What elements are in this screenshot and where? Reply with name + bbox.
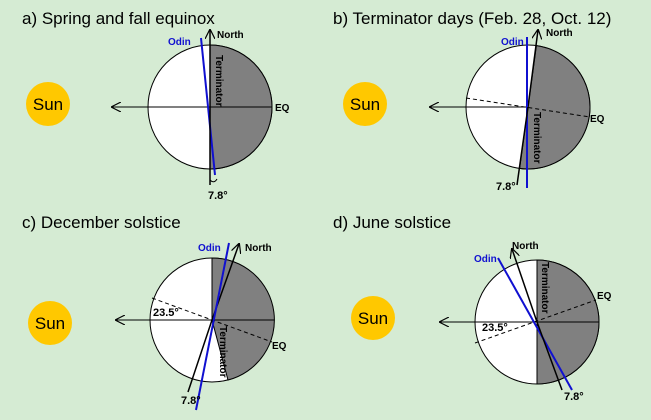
odin-label: Odin — [474, 254, 497, 265]
panel-a: a) Spring and fall equinox Sun EQ North … — [22, 9, 290, 202]
north-label: North — [217, 30, 244, 41]
tilt-label: 7.8° — [181, 395, 201, 407]
eq-label: EQ — [597, 291, 612, 302]
declination-label: 23.5° — [153, 307, 179, 319]
eq-label: EQ — [272, 341, 287, 352]
tilt-label: 7.8° — [564, 391, 584, 403]
north-axis — [512, 249, 538, 323]
sun-label: Sun — [350, 95, 380, 114]
night-side — [519, 45, 591, 170]
panel-title: d) June solstice — [333, 213, 451, 232]
panel-title: a) Spring and fall equinox — [22, 9, 215, 28]
odin-axis — [497, 257, 573, 391]
north-label: North — [512, 241, 539, 252]
night-side — [211, 257, 275, 381]
odin-axis — [195, 242, 230, 411]
panel-c: c) December solstice Sun EQ North Odin T… — [22, 213, 287, 411]
panel-title: b) Terminator days (Feb. 28, Oct. 12) — [333, 9, 611, 28]
terminator-line — [516, 106, 529, 186]
odin-axis — [200, 37, 216, 176]
sun — [343, 82, 387, 126]
north-label: North — [245, 243, 272, 254]
odin-label: Odin — [501, 37, 524, 48]
sun-label: Sun — [35, 314, 65, 333]
north-label: North — [546, 28, 573, 39]
declination-label: 23.5° — [482, 322, 508, 334]
odin-label: Odin — [198, 243, 221, 254]
terminator-label: Terminator — [531, 112, 542, 164]
sun — [351, 296, 395, 340]
odin-label: Odin — [168, 37, 191, 48]
eq-label: EQ — [590, 114, 605, 125]
panel-d: d) June solstice Sun EQ North Odin Termi… — [333, 213, 612, 403]
terminator-label: Terminator — [539, 262, 550, 314]
panel-b: b) Terminator days (Feb. 28, Oct. 12) Su… — [333, 9, 611, 193]
terminator-line — [536, 321, 563, 391]
terminator-line — [187, 319, 213, 393]
north-axis — [527, 30, 538, 108]
sun-label: Sun — [33, 95, 63, 114]
tilt-label: 7.8° — [496, 181, 516, 193]
tilt-label: 7.8° — [208, 190, 228, 202]
eq-label: EQ — [275, 103, 290, 114]
terminator-label: Terminator — [213, 55, 224, 107]
sun — [28, 301, 72, 345]
equator — [474, 299, 597, 344]
angle-arc — [209, 178, 218, 183]
panel-title: c) December solstice — [22, 213, 181, 232]
terminator-label: Terminator — [217, 326, 228, 378]
sun — [26, 82, 70, 126]
sun-label: Sun — [358, 309, 388, 328]
